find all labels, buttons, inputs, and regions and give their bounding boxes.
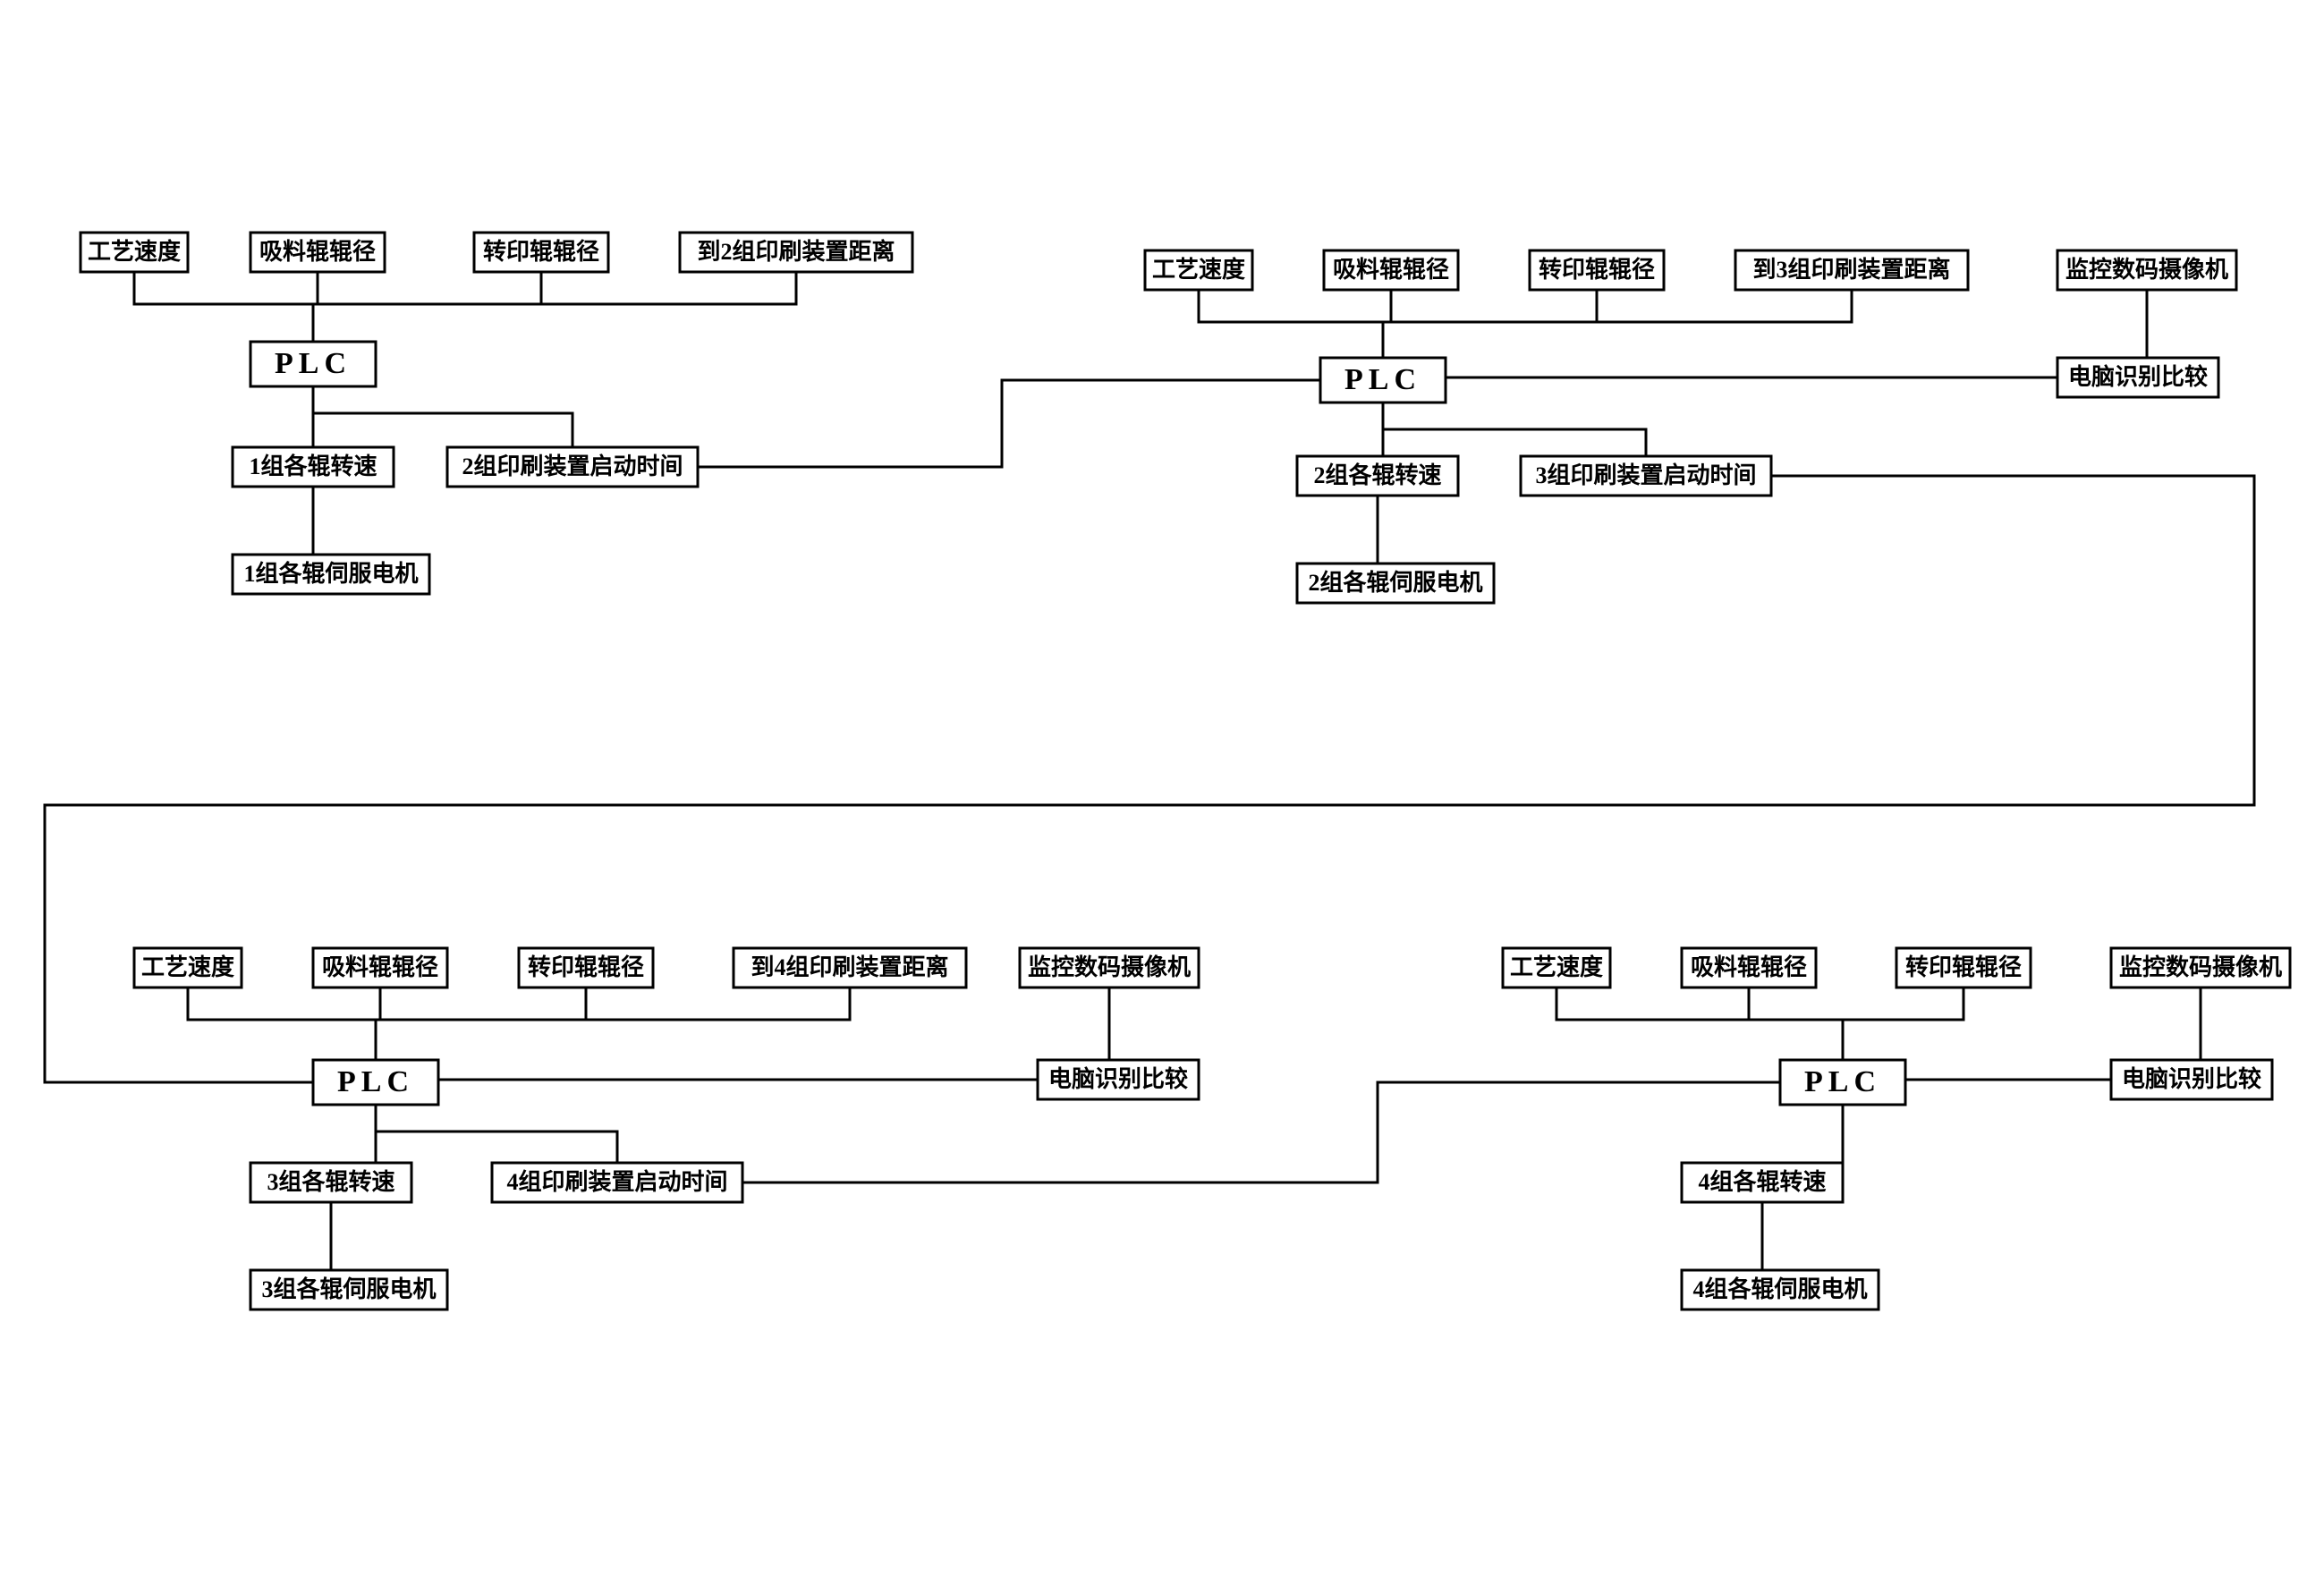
node-label: 2组印刷装置启动时间 xyxy=(462,453,683,479)
node-g1_q2sj: 2组印刷装置启动时间 xyxy=(447,447,698,487)
node-label: 2组各辊伺服电机 xyxy=(1308,569,1482,596)
node-g2_jksx: 监控数码摄像机 xyxy=(2057,250,2236,290)
node-g4_zygj: 转印辊辊径 xyxy=(1896,948,2031,987)
node-label: 电脑识别比较 xyxy=(1048,1065,1188,1092)
node-g1_d2jl: 到2组印刷装置距离 xyxy=(680,233,912,272)
node-label: 电脑识别比较 xyxy=(2068,363,2208,390)
node-g4_dnsb: 电脑识别比较 xyxy=(2111,1060,2272,1099)
node-g1_plc: PLC xyxy=(250,342,376,386)
node-g1_xlgj: 吸料辊辊径 xyxy=(250,233,385,272)
connector xyxy=(1556,987,1843,1060)
node-label: 4组印刷装置启动时间 xyxy=(506,1168,727,1195)
node-g3_jksx: 监控数码摄像机 xyxy=(1020,948,1199,987)
node-label: PLC xyxy=(275,347,352,380)
connector xyxy=(313,386,573,447)
node-label: 工艺速度 xyxy=(88,238,181,265)
connector xyxy=(1383,403,1646,456)
node-label: 监控数码摄像机 xyxy=(2065,257,2228,283)
connector xyxy=(313,272,541,342)
node-g1_z1zs: 1组各辊转速 xyxy=(233,447,394,487)
node-g1_zygj: 转印辊辊径 xyxy=(474,233,608,272)
node-g4_jksx: 监控数码摄像机 xyxy=(2111,948,2290,987)
node-g2_q3sj: 3组印刷装置启动时间 xyxy=(1521,456,1771,496)
node-label: 转印辊辊径 xyxy=(1905,954,2022,980)
node-label: 监控数码摄像机 xyxy=(1028,954,1191,980)
node-label: 吸料辊辊径 xyxy=(1333,256,1449,283)
node-g1_z1sf: 1组各辊伺服电机 xyxy=(233,555,429,594)
node-g2_xlgj: 吸料辊辊径 xyxy=(1324,250,1458,290)
node-g4_gysd: 工艺速度 xyxy=(1503,948,1610,987)
connector xyxy=(1383,290,1852,358)
node-label: 转印辊辊径 xyxy=(1539,256,1655,283)
inter-group-connector xyxy=(742,1082,1780,1182)
connector xyxy=(376,987,586,1060)
node-label: 3组印刷装置启动时间 xyxy=(1535,462,1756,488)
node-g2_gysd: 工艺速度 xyxy=(1145,250,1252,290)
node-g3_gysd: 工艺速度 xyxy=(134,948,242,987)
node-g3_dnsb: 电脑识别比较 xyxy=(1038,1060,1199,1099)
node-label: PLC xyxy=(1344,363,1421,396)
flowchart-canvas: 工艺速度吸料辊辊径转印辊辊径到2组印刷装置距离PLC1组各辊转速2组印刷装置启动… xyxy=(0,0,2324,1585)
connector xyxy=(1199,290,1383,358)
node-label: 工艺速度 xyxy=(1152,256,1245,283)
node-g4_z4sf: 4组各辊伺服电机 xyxy=(1682,1270,1879,1310)
node-g3_d4jl: 到4组印刷装置距离 xyxy=(734,948,966,987)
node-label: 3组各辊转速 xyxy=(267,1168,394,1195)
node-label: 吸料辊辊径 xyxy=(1691,954,1807,980)
node-label: 3组各辊伺服电机 xyxy=(261,1276,436,1302)
node-label: 1组各辊伺服电机 xyxy=(243,560,418,587)
connector xyxy=(188,987,376,1060)
node-label: 监控数码摄像机 xyxy=(2119,954,2282,980)
node-g3_z3zs: 3组各辊转速 xyxy=(250,1163,411,1202)
node-g2_dnsb: 电脑识别比较 xyxy=(2057,358,2218,397)
connector xyxy=(1843,987,1964,1060)
node-label: 吸料辊辊径 xyxy=(322,954,438,980)
node-label: 到4组印刷装置距离 xyxy=(751,954,948,980)
node-label: 到3组印刷装置距离 xyxy=(1752,256,1950,283)
connector xyxy=(1749,987,1843,1060)
node-label: PLC xyxy=(1804,1065,1881,1098)
node-label: 吸料辊辊径 xyxy=(259,238,376,265)
connector xyxy=(313,272,796,342)
node-g3_z3sf: 3组各辊伺服电机 xyxy=(250,1270,447,1310)
node-label: 4组各辊转速 xyxy=(1698,1168,1826,1195)
connector xyxy=(134,272,313,342)
node-g2_z2zs: 2组各辊转速 xyxy=(1297,456,1458,496)
node-g1_gysd: 工艺速度 xyxy=(81,233,188,272)
node-g2_zygj: 转印辊辊径 xyxy=(1530,250,1664,290)
node-label: 工艺速度 xyxy=(141,954,234,980)
node-label: 到2组印刷装置距离 xyxy=(697,238,895,265)
node-label: 转印辊辊径 xyxy=(483,238,599,265)
connector xyxy=(376,987,850,1060)
node-label: 工艺速度 xyxy=(1510,954,1603,980)
node-g2_d3jl: 到3组印刷装置距离 xyxy=(1735,250,1968,290)
node-label: PLC xyxy=(337,1065,414,1098)
inter-group-connector xyxy=(698,380,1320,467)
connector xyxy=(376,1105,617,1163)
node-g3_plc: PLC xyxy=(313,1060,438,1105)
node-label: 2组各辊转速 xyxy=(1313,462,1441,488)
node-label: 电脑识别比较 xyxy=(2122,1065,2261,1092)
node-label: 转印辊辊径 xyxy=(528,954,644,980)
node-g2_z2sf: 2组各辊伺服电机 xyxy=(1297,564,1494,603)
node-g3_xlgj: 吸料辊辊径 xyxy=(313,948,447,987)
node-g4_xlgj: 吸料辊辊径 xyxy=(1682,948,1816,987)
node-g4_plc: PLC xyxy=(1780,1060,1905,1105)
connector xyxy=(1383,290,1597,358)
node-g2_plc: PLC xyxy=(1320,358,1446,403)
node-g3_q4sj: 4组印刷装置启动时间 xyxy=(492,1163,742,1202)
node-label: 1组各辊转速 xyxy=(249,453,377,479)
node-g4_z4zs: 4组各辊转速 xyxy=(1682,1163,1843,1202)
node-g3_zygj: 转印辊辊径 xyxy=(519,948,653,987)
node-label: 4组各辊伺服电机 xyxy=(1692,1276,1867,1302)
